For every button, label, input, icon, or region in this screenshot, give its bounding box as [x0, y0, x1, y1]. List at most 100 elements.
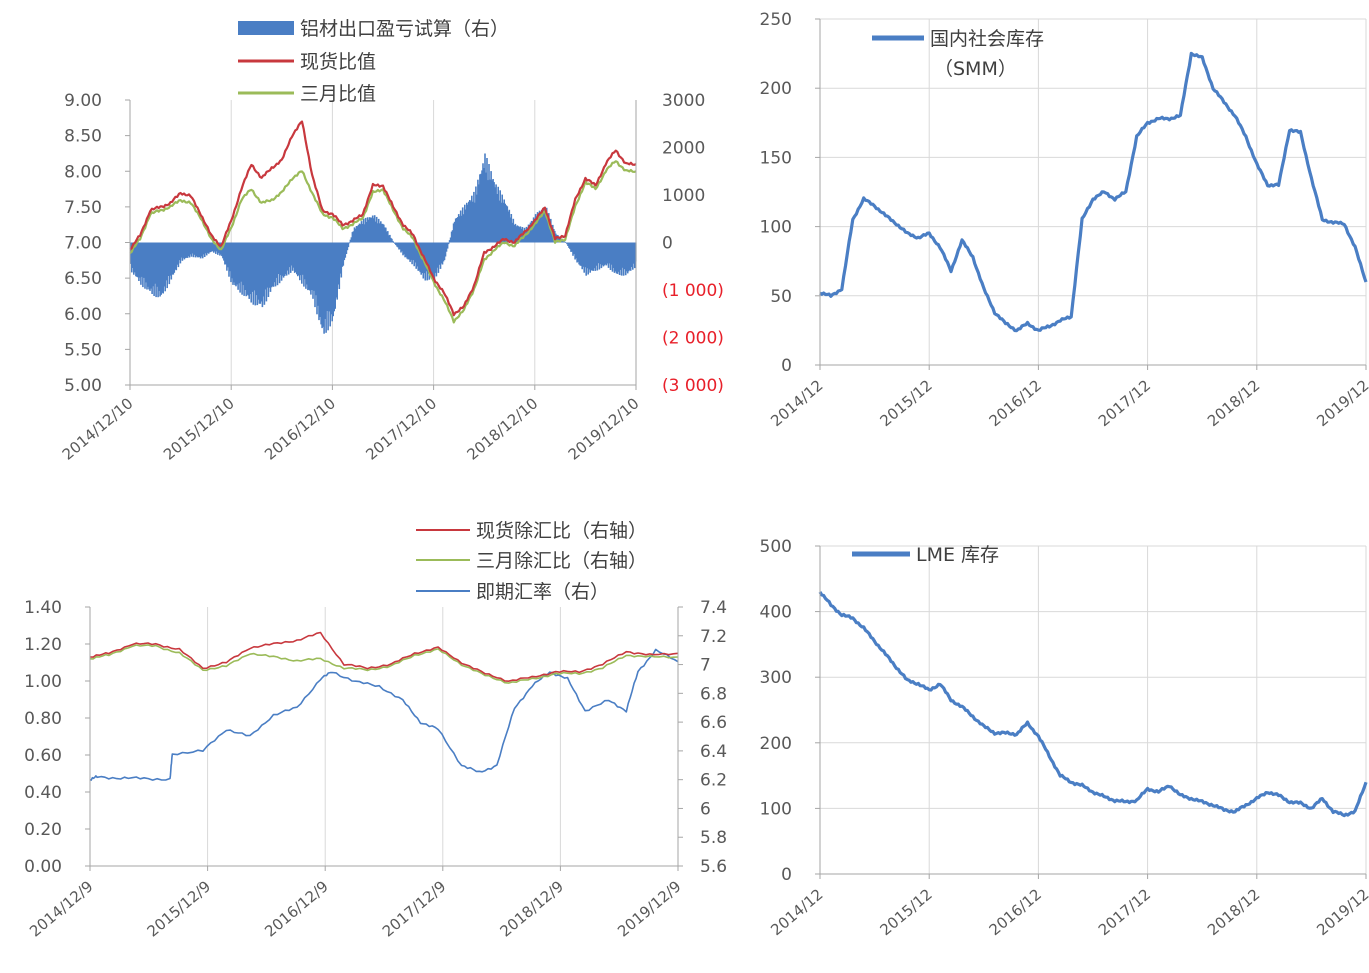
c4-ytick: 500	[760, 537, 792, 557]
c1-bar	[263, 242, 266, 305]
c1-bar	[402, 242, 404, 256]
c1-bar	[449, 237, 452, 243]
c1-bar	[372, 218, 375, 243]
c1-bar	[190, 242, 193, 257]
c2-line-inventory	[819, 51, 1368, 333]
c1-bar	[289, 242, 292, 273]
c1-bar	[336, 242, 338, 300]
c1-bar	[445, 242, 448, 252]
c1-bar	[593, 242, 596, 269]
c1-bar	[544, 210, 547, 243]
c3-line-3m	[89, 644, 679, 684]
c1-bar	[626, 242, 629, 274]
c1-bar	[439, 242, 442, 269]
c1-ytick-right: 1000	[662, 186, 705, 206]
c1-bar	[568, 242, 570, 248]
c1-bar	[237, 242, 239, 290]
c1-bar	[330, 242, 332, 315]
c1-bar	[247, 242, 249, 296]
c1-bar	[458, 216, 461, 243]
c1-bar	[599, 242, 602, 265]
c1-bar	[365, 222, 368, 243]
c4-xtick: 2018/12	[1204, 885, 1263, 939]
c1-bar	[448, 240, 451, 243]
c4-ytick: 300	[760, 668, 792, 688]
c1-bar	[264, 242, 267, 290]
c1-bar	[371, 215, 374, 243]
c1-bar	[469, 200, 471, 243]
c1-bar	[339, 242, 342, 274]
c1-bar	[497, 186, 499, 243]
c1-bar	[434, 242, 437, 273]
c1-bar	[457, 214, 460, 243]
c1-bar	[208, 242, 211, 253]
c1-bar	[313, 242, 315, 291]
c1-bar	[451, 230, 454, 243]
c1-bar	[180, 242, 183, 258]
c1-bar	[338, 242, 341, 289]
c3-xtick: 2015/12/9	[144, 877, 214, 940]
c1-bar	[397, 242, 399, 248]
c1-bar	[415, 242, 417, 269]
c1-xtick: 2014/12/10	[59, 394, 137, 463]
c4-ytick: 0	[781, 865, 792, 885]
c1-bar	[427, 242, 430, 274]
c3-ytick-right: 5.6	[700, 857, 727, 877]
chart-fx-adjusted-ratio: 1.40 1.20 1.00 0.80 0.60 0.40 0.20 0.00 7.4 7.2 7 6…	[24, 520, 727, 941]
c3-legend: 现货除汇比（右轴） 三月除汇比（右轴） 即期汇率（右）	[416, 520, 647, 603]
c1-bar	[587, 242, 589, 275]
c2-xtick: 2016/12	[986, 376, 1045, 430]
c1-bar	[471, 195, 473, 243]
c1-bar	[148, 242, 150, 290]
c1-bar	[352, 231, 355, 243]
c1-bar	[517, 226, 520, 243]
c1-bar	[383, 224, 385, 243]
c1-bar	[401, 242, 403, 252]
c1-xtick: 2018/12/10	[464, 394, 542, 463]
c1-bar	[597, 242, 600, 264]
c1-bar	[432, 242, 435, 277]
c1-bar	[474, 202, 476, 243]
c1-bar	[248, 242, 250, 299]
c1-bar	[298, 242, 300, 276]
c1-bar	[345, 242, 348, 254]
c1-bar	[175, 242, 178, 271]
c1-bar	[628, 242, 631, 271]
c1-bar	[513, 225, 516, 243]
c1-bar	[488, 164, 490, 243]
c1-bar	[154, 242, 156, 284]
c1-bar	[610, 242, 613, 265]
c1-bar	[319, 242, 321, 317]
c1-bar	[490, 171, 492, 243]
c1-bar	[144, 242, 146, 289]
c1-bar	[262, 242, 265, 297]
c1-bar	[588, 242, 590, 270]
c1-bar	[285, 242, 288, 276]
c1-bar	[601, 242, 604, 265]
c1-bar	[379, 223, 381, 243]
c2-gridlines	[820, 18, 1367, 365]
c4-xtick: 2016/12	[986, 885, 1045, 939]
c3-legend-spot-label: 现货除汇比（右轴）	[476, 520, 647, 542]
c1-bar	[564, 241, 566, 243]
c3-ytick-right: 5.8	[700, 828, 727, 848]
c1-bar	[542, 209, 545, 243]
c1-bar	[258, 242, 261, 304]
c1-bar	[510, 214, 513, 243]
c1-bar	[183, 242, 186, 260]
c1-bar	[399, 242, 401, 250]
c1-bar	[584, 242, 586, 268]
c1-bar	[328, 242, 330, 312]
c1-bar	[377, 218, 380, 243]
c1-bar	[489, 179, 491, 243]
c1-bar	[618, 242, 621, 275]
c1-bar	[614, 242, 617, 272]
c1-bar	[159, 242, 161, 297]
c1-bar	[577, 242, 579, 262]
c1-bar	[368, 217, 371, 243]
c1-bar	[609, 242, 612, 270]
c1-bar	[440, 242, 443, 264]
c1-bar	[482, 163, 484, 243]
c1-bar	[467, 204, 469, 243]
c1-bar	[442, 242, 445, 262]
